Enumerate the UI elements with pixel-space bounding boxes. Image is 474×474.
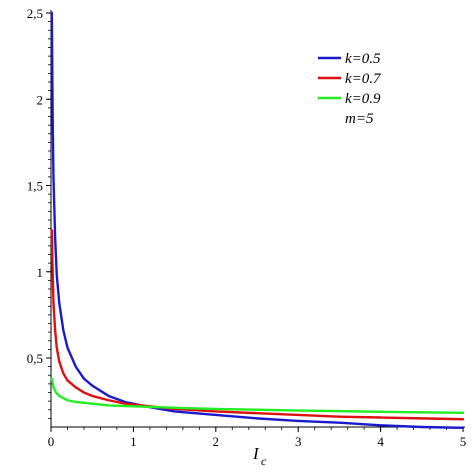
x-axis-title-subscript: c <box>261 454 267 468</box>
series-line-k-0-7 <box>50 229 465 421</box>
y-tick-label: 2,5 <box>27 6 43 21</box>
y-tick-label: 1 <box>37 265 44 280</box>
x-axis-title: I c <box>252 444 267 468</box>
x-tick-label: 4 <box>377 434 384 449</box>
legend-label: k=0.9 <box>345 91 381 107</box>
legend-note: m=5 <box>345 111 374 127</box>
x-tick-label: 3 <box>295 434 302 449</box>
y-tick-label: 2 <box>37 92 44 107</box>
legend-items: k=0.5 k=0.7 k=0.9 <box>318 51 382 107</box>
series-line-k-0-9 <box>50 377 465 415</box>
series-layer <box>50 11 465 430</box>
x-tick-label: 2 <box>213 434 220 449</box>
tick-marks <box>46 12 464 432</box>
tick-labels: 0 1 2 3 4 5 0,5 1 1,5 2 2,5 <box>27 6 467 449</box>
legend-label: k=0.5 <box>345 51 381 67</box>
axes: 0 1 2 3 4 5 0,5 1 1,5 2 2,5 <box>27 6 467 449</box>
x-axis-title-main: I <box>252 444 260 463</box>
y-tick-label: 1,5 <box>27 179 43 194</box>
x-tick-label: 5 <box>460 434 467 449</box>
series-line-k-0-5 <box>50 11 465 430</box>
x-tick-label: 1 <box>130 434 137 449</box>
legend: k=0.5 k=0.7 k=0.9 m=5 <box>318 51 382 127</box>
y-tick-label: 0,5 <box>27 351 43 366</box>
x-tick-label: 0 <box>48 434 55 449</box>
legend-label: k=0.7 <box>345 71 382 87</box>
